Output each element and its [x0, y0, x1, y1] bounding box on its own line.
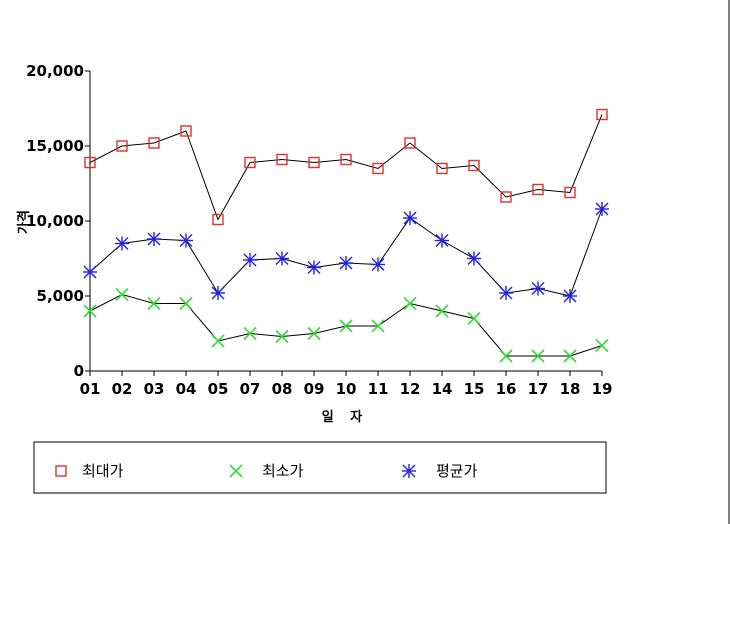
x-tick-label: 02	[112, 380, 133, 398]
data-point	[372, 162, 384, 175]
x-tick-label: 07	[240, 380, 261, 398]
legend-marker-shape	[229, 464, 243, 478]
y-tick-label: 20,000	[26, 62, 84, 80]
data-point	[499, 349, 513, 363]
data-point	[435, 304, 449, 318]
legend-label-max: 최대가	[82, 462, 124, 480]
x-tick-label: 19	[592, 380, 613, 398]
series-lines	[89, 114, 603, 357]
x-tick-label: 17	[528, 380, 549, 398]
data-point	[276, 153, 288, 166]
data-point	[563, 289, 577, 303]
data-point	[595, 202, 609, 216]
data-point	[244, 156, 256, 169]
data-point	[275, 329, 289, 344]
y-tick-label: 15,000	[26, 137, 84, 155]
legend-marker-shape	[402, 464, 416, 478]
data-point	[596, 108, 608, 121]
data-point	[275, 251, 289, 266]
data-point	[339, 319, 353, 333]
data-point	[435, 233, 449, 248]
legend-item-min: 최소가	[229, 462, 304, 480]
legend: 최대가 최소가 평균가	[33, 441, 607, 494]
series-line-0	[89, 114, 603, 221]
x-tick-label: 09	[304, 380, 325, 398]
data-point	[179, 233, 193, 248]
legend-box	[33, 441, 607, 494]
data-point	[148, 137, 160, 149]
axes: 0 5,000 10,000 15,000 20,000 01 02 03 04 05 07 08 09…	[26, 62, 612, 398]
data-point	[211, 334, 225, 348]
legend-label-avg: 평균가	[436, 462, 478, 480]
data-point	[403, 211, 417, 225]
data-point	[115, 287, 129, 302]
data-point	[467, 251, 481, 266]
data-point	[307, 326, 321, 341]
data-point	[211, 286, 225, 300]
y-tick-label: 0	[74, 362, 84, 380]
data-point	[564, 186, 576, 199]
data-point	[340, 153, 352, 166]
x-tick-label: 01	[80, 380, 101, 398]
data-point	[436, 162, 448, 175]
data-point	[404, 137, 416, 149]
legend-label-min: 최소가	[262, 462, 304, 480]
data-point	[371, 319, 385, 333]
data-point	[531, 349, 545, 363]
data-point	[595, 338, 609, 353]
data-point	[243, 253, 257, 267]
legend-marker-x	[229, 464, 243, 478]
y-axis-title: 가격	[17, 210, 32, 234]
x-tick-label: 15	[464, 380, 485, 398]
x-axis-title: 일 자	[322, 410, 368, 425]
x-tick-label: 04	[176, 380, 197, 398]
data-point	[147, 232, 161, 246]
data-point	[467, 311, 481, 326]
data-point	[83, 304, 97, 318]
legend-item-max: 최대가	[55, 462, 124, 480]
data-point	[500, 191, 512, 203]
data-point	[403, 296, 417, 311]
series-markers	[83, 108, 609, 363]
series-line-2	[89, 208, 603, 297]
data-point	[339, 256, 353, 270]
data-point	[83, 265, 97, 279]
data-point	[308, 156, 320, 169]
data-point	[179, 296, 193, 311]
data-point	[115, 236, 129, 251]
data-point	[147, 296, 161, 311]
legend-marker-asterisk	[402, 464, 416, 478]
data-point	[116, 140, 128, 152]
data-point	[531, 281, 545, 296]
x-tick-label: 11	[368, 380, 389, 398]
legend-item-avg: 평균가	[402, 462, 478, 480]
legend-marker-shape	[55, 465, 67, 477]
x-tick-label: 14	[432, 380, 453, 398]
x-tick-label: 05	[208, 380, 229, 398]
data-point	[563, 349, 577, 363]
y-tick-label: 5,000	[37, 287, 84, 305]
data-point	[532, 183, 544, 196]
y-tick-label: 10,000	[26, 212, 84, 230]
data-point	[84, 156, 96, 169]
data-point	[499, 286, 513, 300]
x-tick-label: 10	[336, 380, 357, 398]
legend-marker-square	[55, 465, 67, 477]
data-point	[243, 326, 257, 341]
data-point	[212, 213, 224, 226]
data-point	[307, 260, 321, 275]
data-point	[468, 159, 480, 172]
x-tick-label: 16	[496, 380, 517, 398]
x-tick-label: 12	[400, 380, 421, 398]
x-tick-label: 03	[144, 380, 165, 398]
x-tick-label: 18	[560, 380, 581, 398]
data-point	[180, 125, 192, 137]
x-tick-label: 08	[272, 380, 293, 398]
data-point	[371, 257, 385, 272]
